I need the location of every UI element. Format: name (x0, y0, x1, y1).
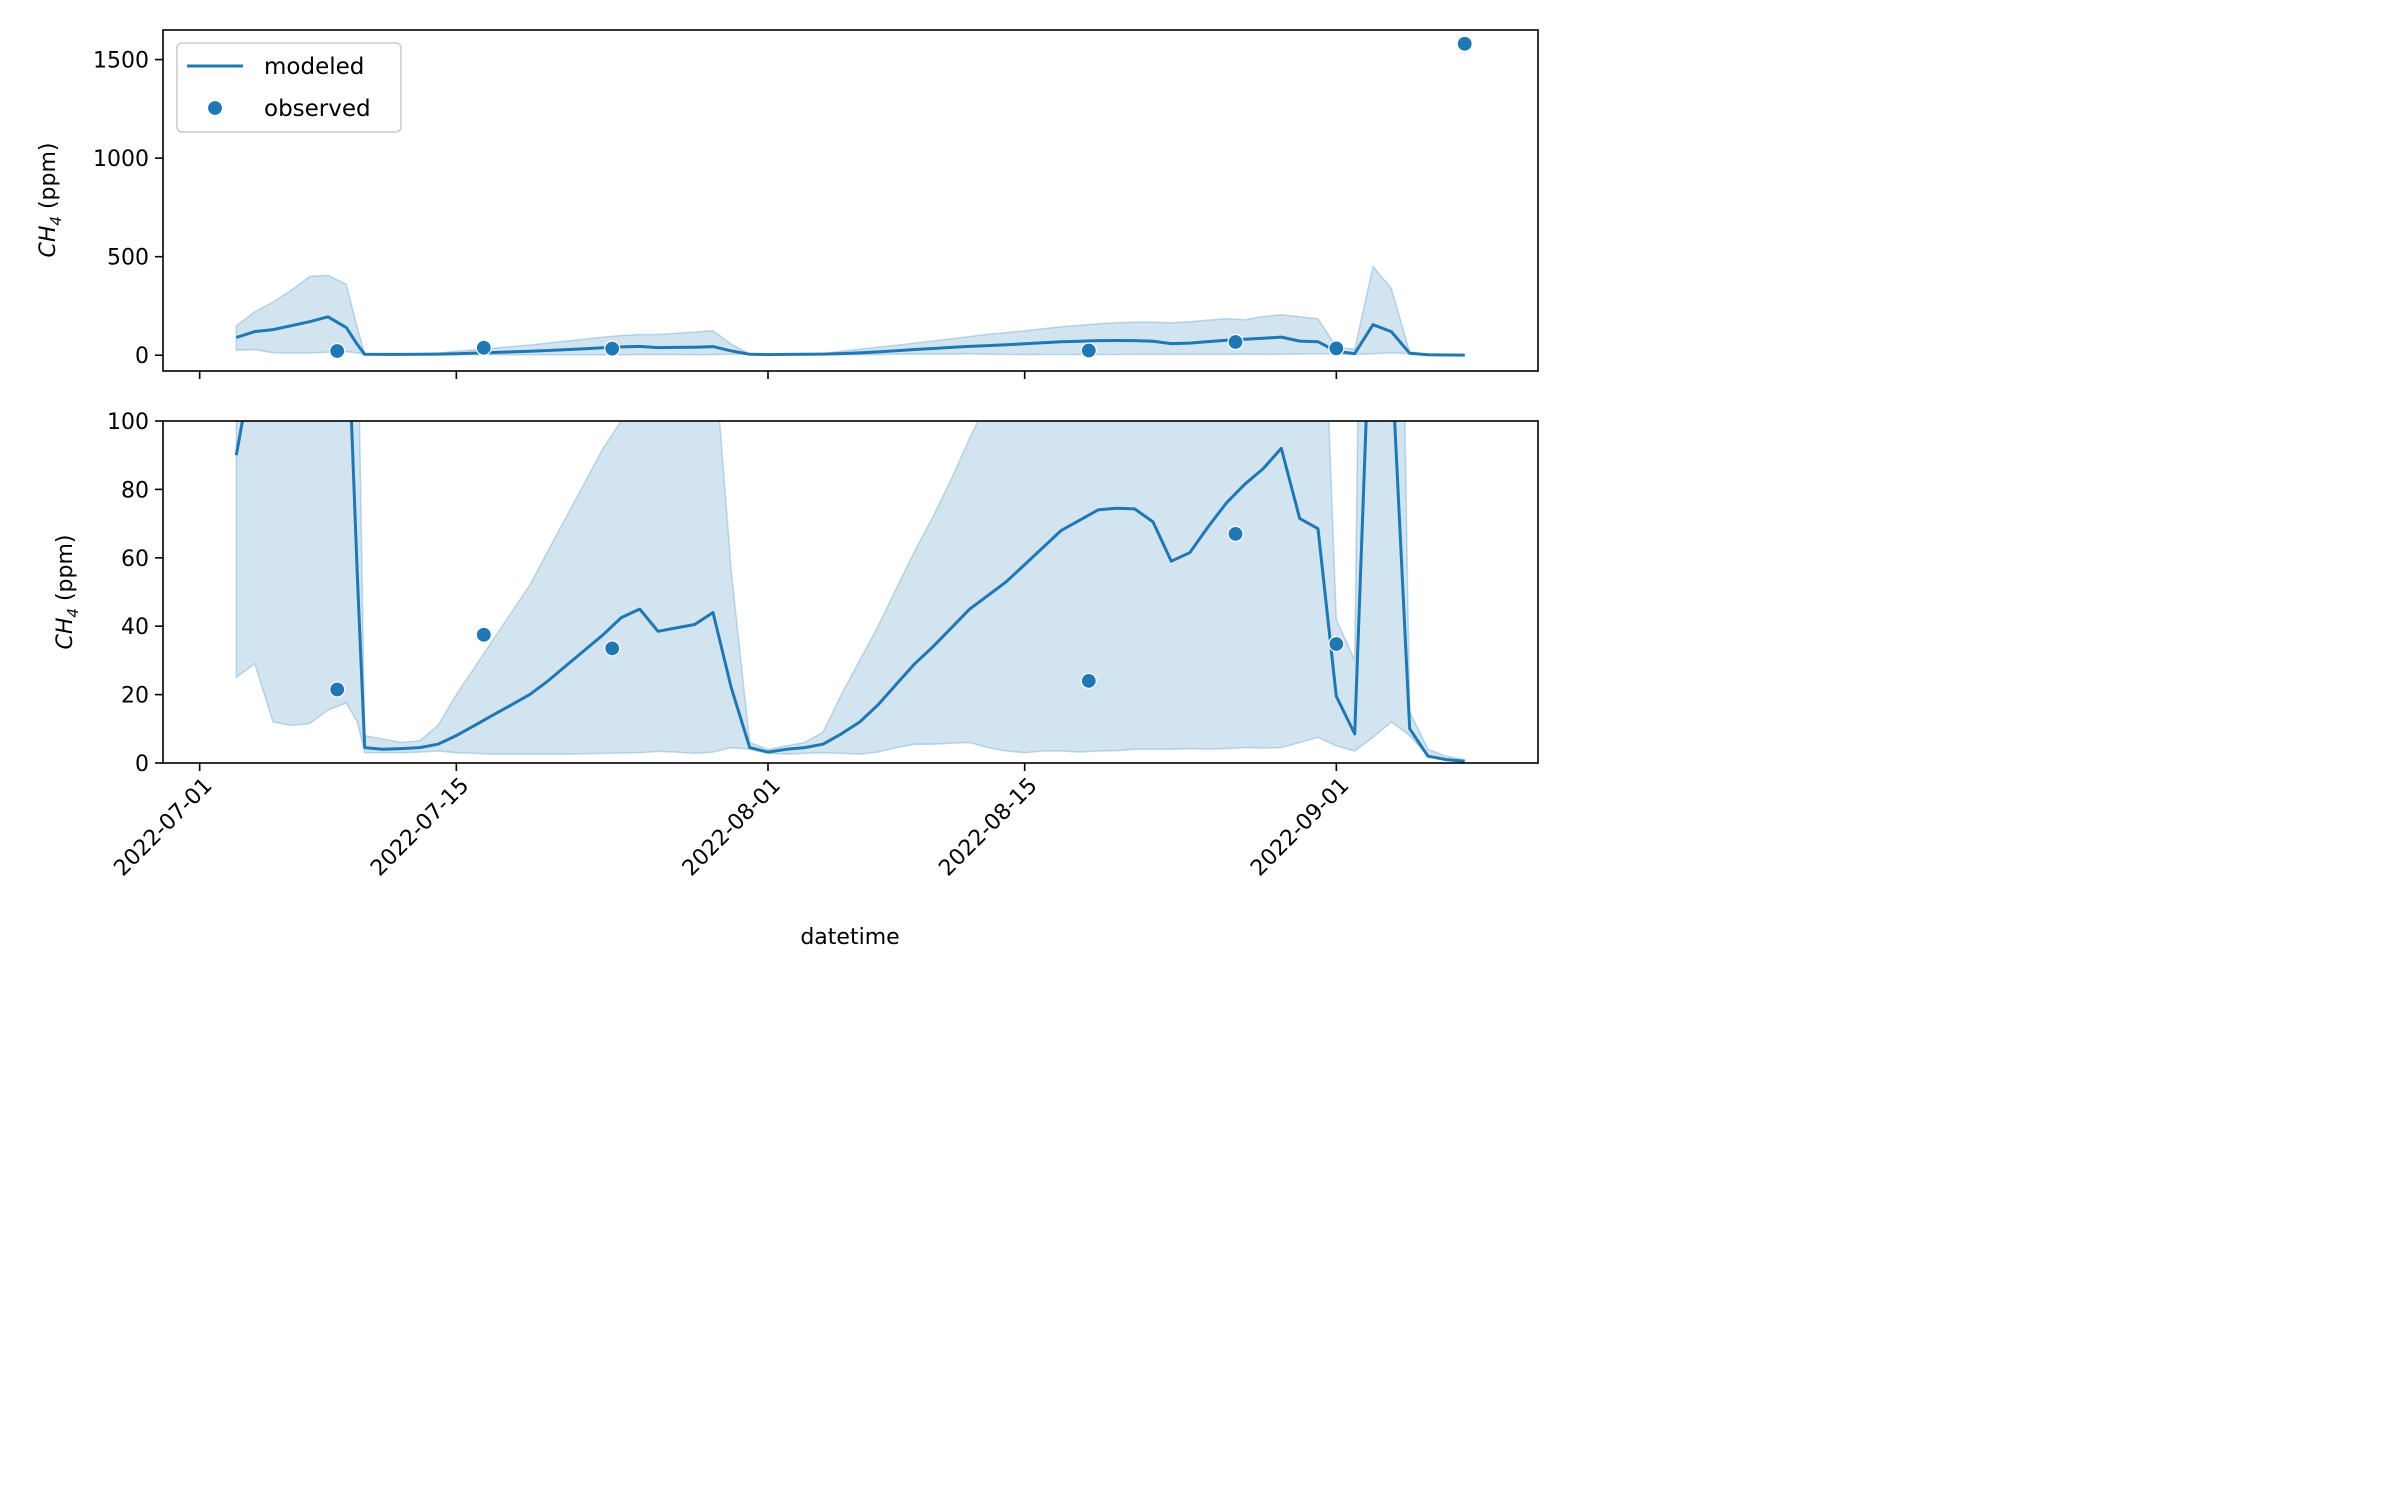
observed-point (329, 342, 346, 360)
y-tick-label: 500 (107, 246, 149, 271)
y-tick-label: 20 (121, 684, 149, 709)
observed-point (1080, 342, 1097, 359)
x-tick-label: 2022-08-15 (934, 773, 1042, 881)
observed-point (1227, 525, 1244, 543)
bottom-y-axis-label: CH4 (ppm) (53, 535, 82, 650)
observed-point (1227, 333, 1244, 351)
y-tick-label: 1000 (93, 147, 149, 172)
x-tick-label: 2022-07-15 (366, 773, 474, 881)
x-tick-label: 2022-09-01 (1246, 773, 1354, 881)
bottom-modeled-line (234, 421, 1465, 763)
y-tick-label: 40 (121, 615, 149, 640)
y-tick-label: 0 (135, 752, 149, 777)
bottom-panel: 0 20 40 60 80 100 2022-07-01 2022-07-15 2022-08… (53, 410, 1539, 950)
uncertainty-band (235, 264, 1466, 356)
observed-point (329, 681, 346, 698)
legend-modeled-label: modeled (264, 54, 364, 80)
observed-point (1456, 35, 1473, 52)
observed-point (475, 626, 492, 643)
bottom-y-ticks: 0 20 40 60 80 100 (107, 410, 163, 777)
bottom-axes-frame (162, 420, 1539, 764)
observed-point (1328, 340, 1345, 357)
legend-observed-label: observed (264, 96, 371, 122)
top-y-ticks: 0 500 1000 1500 (93, 49, 163, 369)
y-tick-label: 80 (121, 478, 149, 503)
legend: modeled observed (176, 42, 402, 133)
x-axis-label: datetime (800, 925, 899, 950)
bottom-uncertainty-band (235, 421, 1466, 763)
top-y-axis-label: CH4 (ppm) (36, 143, 65, 258)
top-x-ticks (198, 371, 1338, 379)
top-panel: 0 500 1000 1500 CH4 (ppm) modeled observed (36, 29, 1539, 379)
y-tick-label: 60 (121, 547, 149, 572)
observed-point (1080, 672, 1097, 690)
bottom-x-ticks: 2022-07-01 2022-07-15 2022-08-01 2022-08-15… (109, 763, 1354, 881)
top-uncertainty-band (235, 264, 1466, 356)
legend-observed-swatch (206, 99, 224, 117)
top-observed-points (329, 35, 1473, 360)
observed-point (1328, 635, 1345, 653)
top-axes-frame (162, 29, 1539, 372)
x-tick-label: 2022-07-01 (109, 773, 217, 881)
y-tick-label: 0 (135, 344, 149, 369)
observed-point (475, 339, 492, 356)
y-tick-label: 100 (107, 410, 149, 435)
observed-point (604, 340, 621, 357)
bottom-observed-points (329, 525, 1345, 698)
observed-point (604, 640, 621, 657)
top-modeled-line (235, 315, 1465, 357)
x-tick-label: 2022-08-01 (678, 773, 786, 881)
y-tick-label: 1500 (93, 49, 149, 74)
uncertainty-band (235, 421, 1466, 763)
modeled-line (234, 421, 1465, 763)
modeled-line (235, 315, 1465, 357)
